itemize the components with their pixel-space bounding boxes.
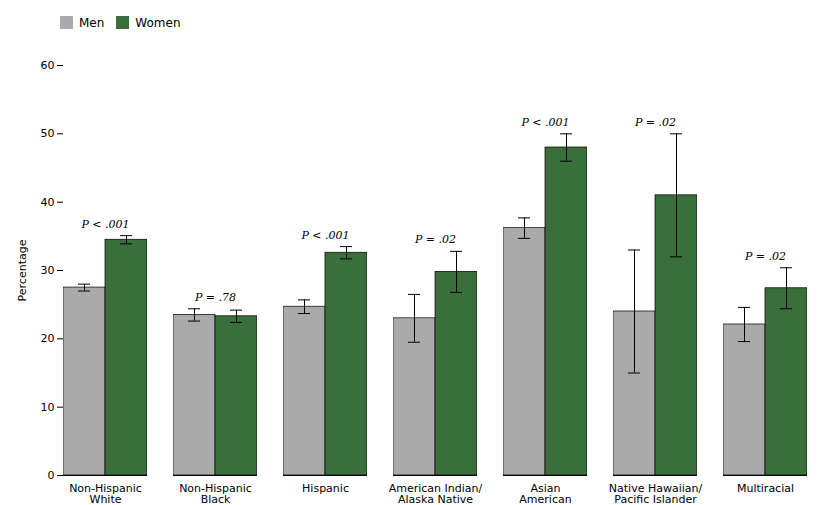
svg-text:Multiracial: Multiracial [737,482,794,495]
svg-text:P < .001: P < .001 [520,116,569,129]
svg-text:20: 20 [41,332,55,345]
svg-text:Hispanic: Hispanic [302,482,349,495]
svg-text:P < .001: P < .001 [80,218,129,231]
svg-text:Non-HispanicWhite: Non-HispanicWhite [69,482,142,505]
svg-text:P < .001: P < .001 [300,229,349,242]
svg-text:P = .02: P = .02 [414,233,456,246]
svg-text:10: 10 [41,401,55,414]
svg-text:Percentage: Percentage [16,239,29,301]
svg-text:American Indian/Alaska Native: American Indian/Alaska Native [389,482,483,505]
svg-text:40: 40 [41,196,55,209]
svg-text:Non-HispanicBlack: Non-HispanicBlack [179,482,252,505]
svg-text:50: 50 [41,127,55,140]
svg-text:P = .02: P = .02 [634,116,676,129]
html-text:Men: Men [79,15,105,30]
svg-text:60: 60 [41,59,55,72]
svg-text:P = .02: P = .02 [744,250,786,263]
svg-text:0: 0 [48,469,55,482]
svg-text:AsianAmerican: AsianAmerican [519,482,571,505]
svg-text:30: 30 [41,264,55,277]
svg-text:P = .78: P = .78 [194,291,236,304]
html-text:Women: Women [135,15,181,30]
svg-text:Native Hawaiian/Pacific Island: Native Hawaiian/Pacific Islander [609,482,703,505]
